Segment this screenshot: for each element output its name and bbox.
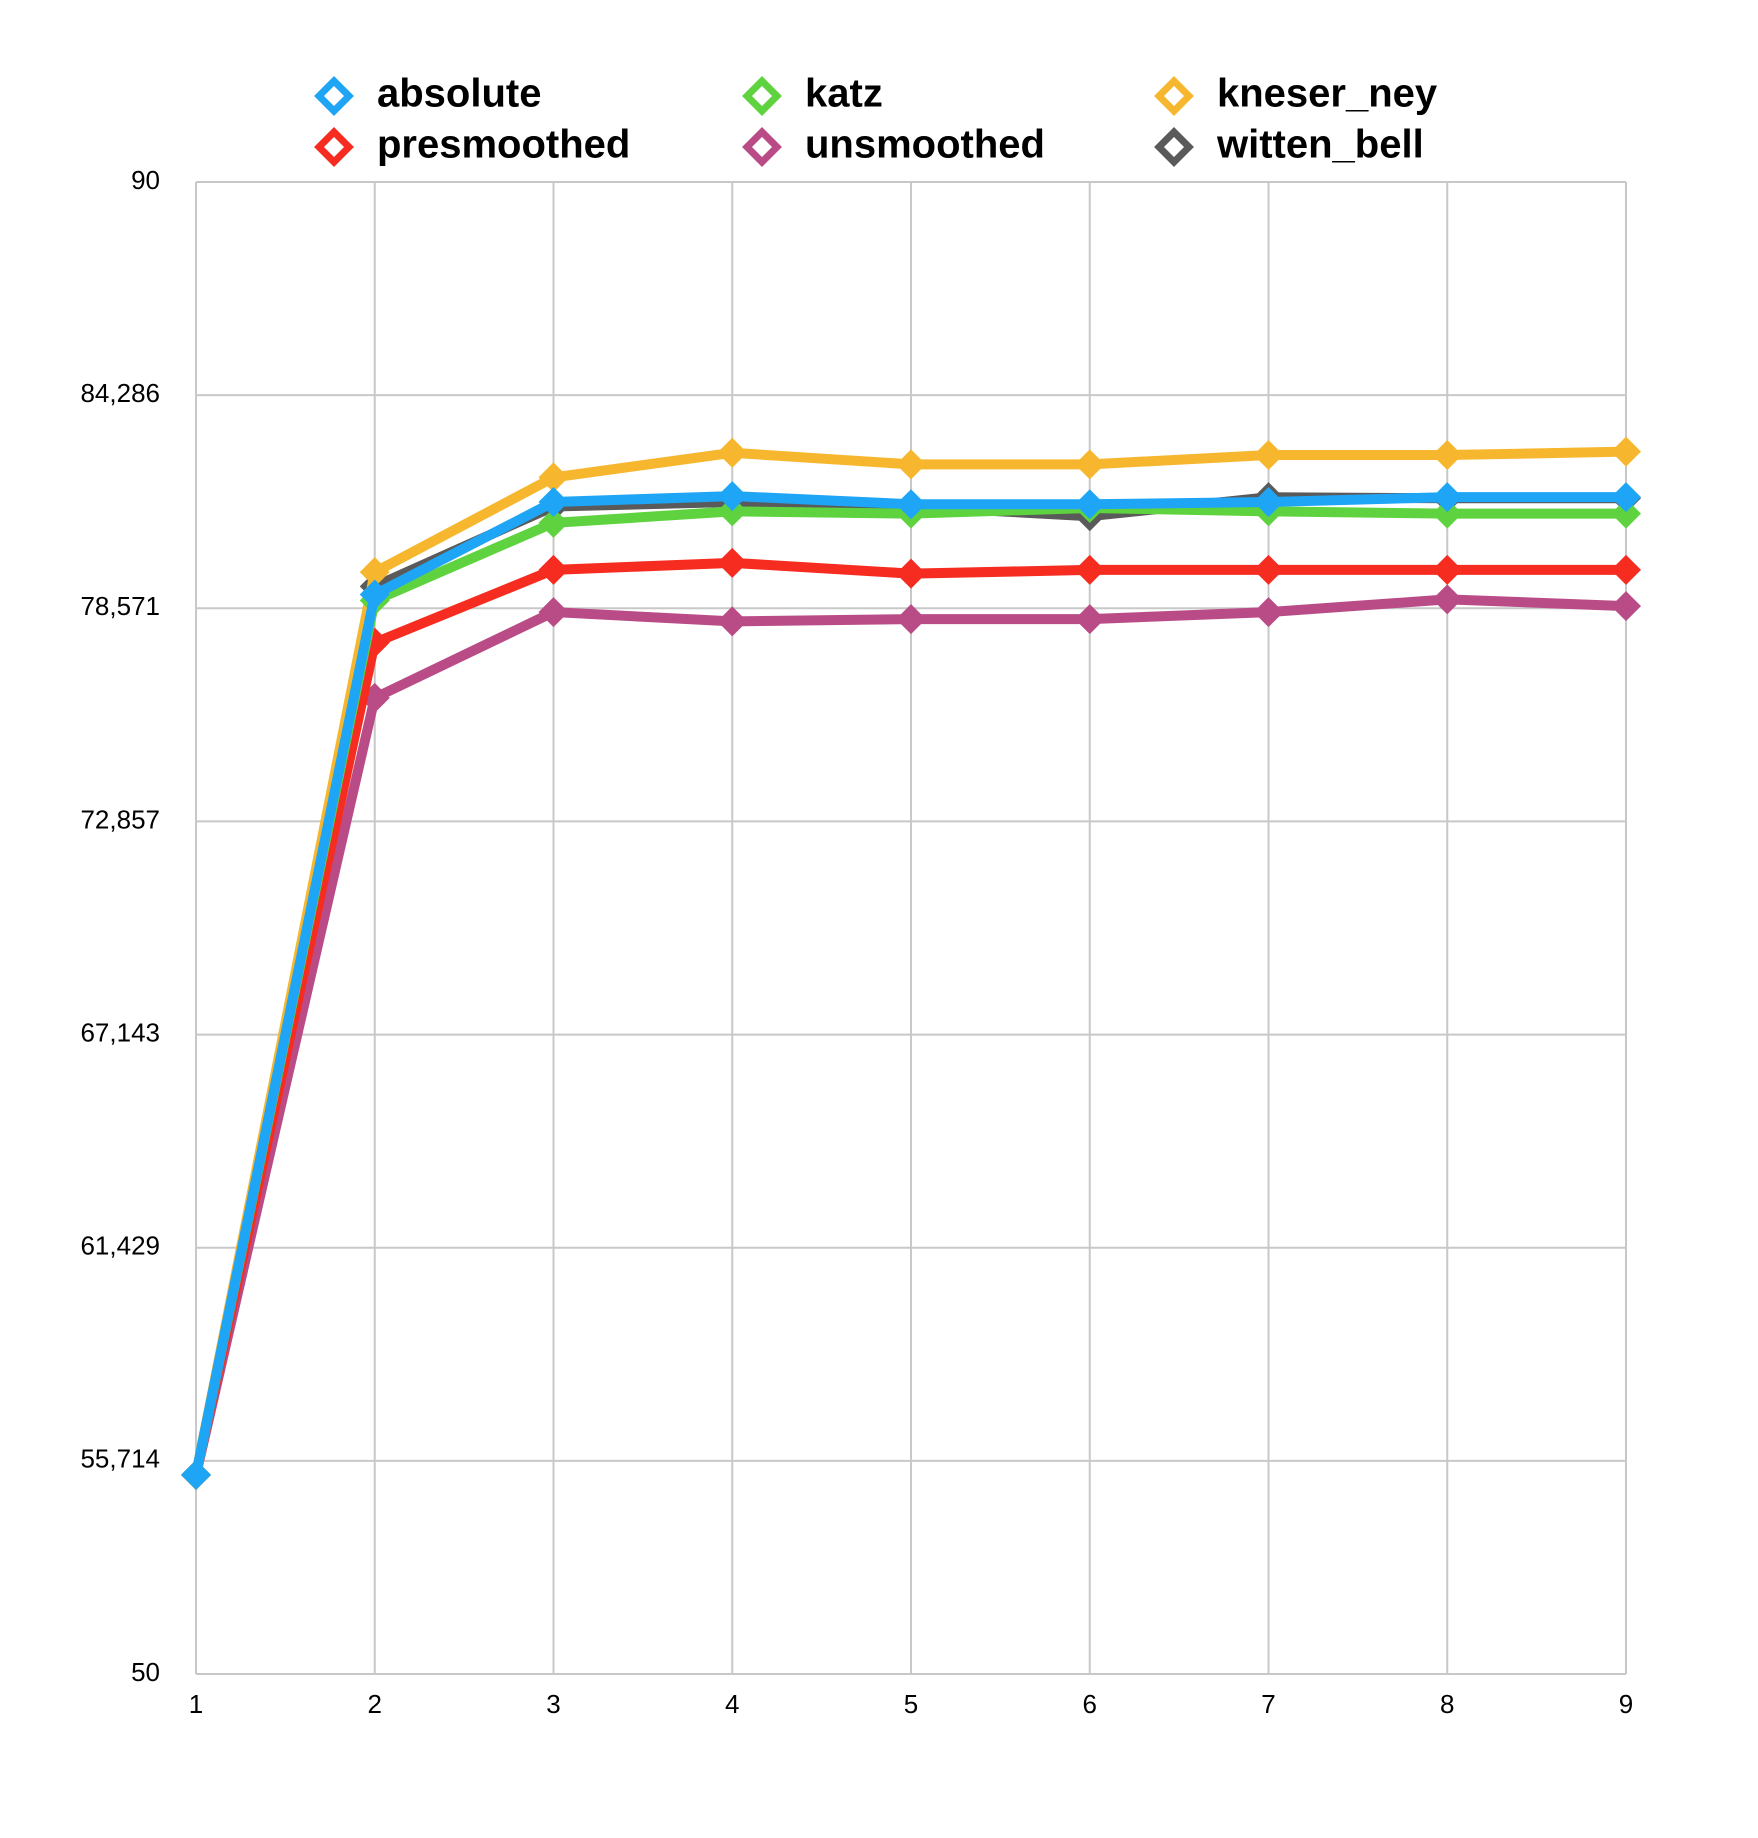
x-tick-label: 9: [1619, 1689, 1633, 1719]
data-point: [1253, 440, 1284, 471]
y-tick-label: 50: [131, 1657, 160, 1687]
data-point: [1611, 554, 1641, 585]
y-tick-label: 67,143: [80, 1017, 160, 1047]
data-point: [1432, 584, 1463, 615]
data-point: [1253, 597, 1284, 628]
data-point: [1432, 554, 1463, 585]
x-tick-label: 4: [725, 1689, 739, 1719]
data-point: [896, 489, 926, 520]
data-point: [717, 437, 748, 468]
data-point: [1074, 554, 1105, 585]
y-tick-label: 90: [131, 165, 160, 195]
data-point: [538, 597, 569, 628]
data-point: [1432, 482, 1463, 513]
data-point: [1611, 498, 1641, 529]
data-point: [1253, 487, 1284, 518]
y-tick-label: 78,571: [80, 591, 160, 621]
data-point: [1432, 498, 1463, 529]
data-point: [538, 462, 569, 493]
data-point: [896, 604, 926, 635]
x-tick-label: 5: [904, 1689, 918, 1719]
legend-label: absolute: [377, 72, 541, 116]
legend-marker: [742, 76, 782, 116]
y-tick-label: 61,429: [80, 1231, 160, 1261]
data-point: [538, 487, 569, 518]
data-point: [717, 547, 748, 578]
legend-label: witten_bell: [1216, 123, 1424, 167]
legend-marker: [1154, 76, 1194, 116]
data-point: [896, 449, 926, 480]
x-tick-label: 7: [1261, 1689, 1275, 1719]
x-tick-label: 8: [1440, 1689, 1454, 1719]
data-point: [1074, 489, 1105, 520]
legend-marker: [314, 76, 354, 116]
x-tick-label: 1: [189, 1689, 203, 1719]
data-point: [538, 554, 569, 585]
data-point: [1611, 591, 1641, 622]
x-tick-label: 2: [368, 1689, 382, 1719]
data-point: [1611, 436, 1641, 467]
legend-marker: [742, 127, 782, 167]
data-point: [717, 481, 748, 512]
legend-label: katz: [805, 72, 883, 116]
data-point: [1611, 482, 1641, 513]
data-point: [717, 606, 748, 637]
data-point: [181, 1459, 211, 1490]
x-tick-label: 6: [1083, 1689, 1097, 1719]
data-point: [359, 579, 390, 610]
data-point: [717, 496, 748, 527]
data-point: [896, 558, 926, 589]
y-tick-label: 84,286: [80, 378, 160, 408]
x-tick-label: 3: [546, 1689, 560, 1719]
y-tick-label: 55,714: [80, 1444, 160, 1474]
data-point: [1074, 604, 1105, 635]
legend-label: presmoothed: [377, 123, 630, 167]
legend-marker: [314, 127, 354, 167]
data-point: [1074, 449, 1105, 480]
data-point: [538, 507, 569, 538]
y-tick-label: 72,857: [80, 804, 160, 834]
data-point: [1253, 554, 1284, 585]
data-point: [1432, 440, 1463, 471]
legend-label: unsmoothed: [805, 123, 1045, 167]
data-point: [359, 557, 390, 588]
legend-marker: [1154, 127, 1194, 167]
legend-label: kneser_ney: [1217, 72, 1438, 116]
